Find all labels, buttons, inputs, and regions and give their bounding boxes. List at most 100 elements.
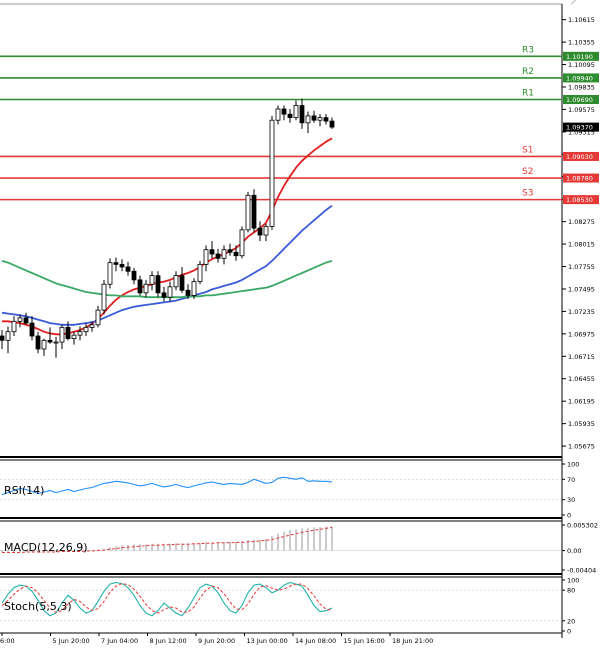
candle-body [131,270,137,281]
candle-body [233,251,239,257]
time-tick-label: 13 Jun 00:00 [247,637,288,645]
stoch-title: Stoch(5,5,3) [4,600,72,613]
price-tick-label: 1.06715 [568,353,595,361]
current-price-tag [563,122,599,132]
time-tick-label: 6:00 [0,637,15,645]
pivot-label-s2: S2 [522,167,533,177]
current-price-value: 1.09370 [566,124,593,132]
time-tick-label: 8 Jun 12:00 [150,637,187,645]
stoch-k-line [1,581,333,617]
pivot-tag-value: 1.09940 [566,74,593,82]
candle-body [299,105,305,124]
candle-body [137,279,143,294]
rsi-tick-label: 30 [567,496,575,504]
macd-signal-line [2,526,333,553]
price-tick-label: 1.09315 [568,128,595,136]
time-tick-label: 9 Jun 20:00 [198,637,235,645]
rsi-tick-label: 70 [567,476,575,484]
price-tick-label: 1.06975 [568,330,595,338]
pivot-tag-s3 [563,195,599,205]
candle-body [317,117,323,121]
pivot-tag-value: 1.09690 [566,96,593,104]
candle-body [89,324,95,328]
candle-body [47,339,53,343]
candle-body [245,194,251,231]
candle-body [0,335,5,341]
rsi-title: RSI(14) [4,484,44,497]
pivot-tag-value: 1.08780 [566,175,593,183]
price-tick-label: 1.09835 [568,83,595,91]
stoch-d-line [1,583,333,614]
time-tick-label: 15 Jun 16:00 [344,637,385,645]
candle-body [275,108,281,121]
time-tick-label: 7 Jun 04:00 [101,637,138,645]
time-tick-label: 18 Jun 21:00 [392,637,433,645]
rsi-tick-label: 100 [567,461,579,469]
pivot-tag-s1 [563,151,599,161]
candle-body [125,266,131,272]
pivot-tag-value: 1.08530 [566,196,593,204]
time-tick-label: 14 Jun 08:00 [295,637,336,645]
price-tick-label: 1.05935 [568,420,595,428]
candle-body [29,322,35,337]
pivot-tag-r3 [563,51,599,61]
rsi-tick-label: 0 [567,512,571,520]
rsi-line [1,476,333,496]
candle-body [77,331,83,336]
candle-body [35,335,41,350]
candle-body [65,326,71,340]
candle-body [185,289,191,296]
candle-body [323,117,329,122]
moving-average-3 [1,260,333,299]
candle-body [197,263,203,283]
candle-body [113,262,119,265]
candle-body [59,326,65,343]
candle-body [83,326,89,333]
moving-average-1 [2,137,333,336]
price-tick-label: 1.10095 [568,61,595,69]
price-tick-label: 1.05675 [568,443,595,451]
candle-body [305,115,311,124]
stoch-tick-label: 100 [567,577,579,585]
candle-body [215,253,221,259]
candle-body [5,331,11,341]
candle-body [227,249,233,253]
candle-body [251,194,257,229]
candle-body [143,283,149,294]
pivot-tag-value: 1.09030 [566,153,593,161]
macd-title: MACD(12,26,9) [4,541,88,554]
candle-body [257,227,263,236]
price-tick-label: 1.07495 [568,285,595,293]
pivot-label-r2: R2 [522,67,534,77]
candle-body [17,317,23,322]
candle-body [281,108,287,115]
price-tick-label: 1.06455 [568,375,595,383]
pivot-label-s1: S1 [522,145,533,155]
candle-body [191,281,197,296]
candle-body [161,292,167,298]
candle-body [269,119,275,227]
candle-body [149,275,155,285]
candle-body [41,339,47,350]
price-tick-label: 1.07235 [568,308,595,316]
candle-body [173,275,179,288]
candle-body [53,341,59,344]
pivot-label-r1: R1 [522,88,534,98]
candle-body [107,262,113,285]
moving-average-2 [1,204,333,326]
stoch-tick-label: 0 [567,628,571,636]
macd-tick-label: 0.005302 [567,522,598,530]
pivot-tag-r2 [563,73,599,83]
candle-body [329,120,335,128]
candle-body [71,334,77,340]
pivot-label-s3: S3 [522,189,533,199]
candle-body [293,105,299,119]
candle-body [221,249,227,259]
price-tick-label: 1.06195 [568,398,595,406]
candle-body [155,275,161,294]
time-tick-label: 5 Jun 20:00 [53,637,90,645]
pivot-tag-r1 [563,94,599,104]
candle-body [95,309,101,326]
candle-body [101,283,107,311]
